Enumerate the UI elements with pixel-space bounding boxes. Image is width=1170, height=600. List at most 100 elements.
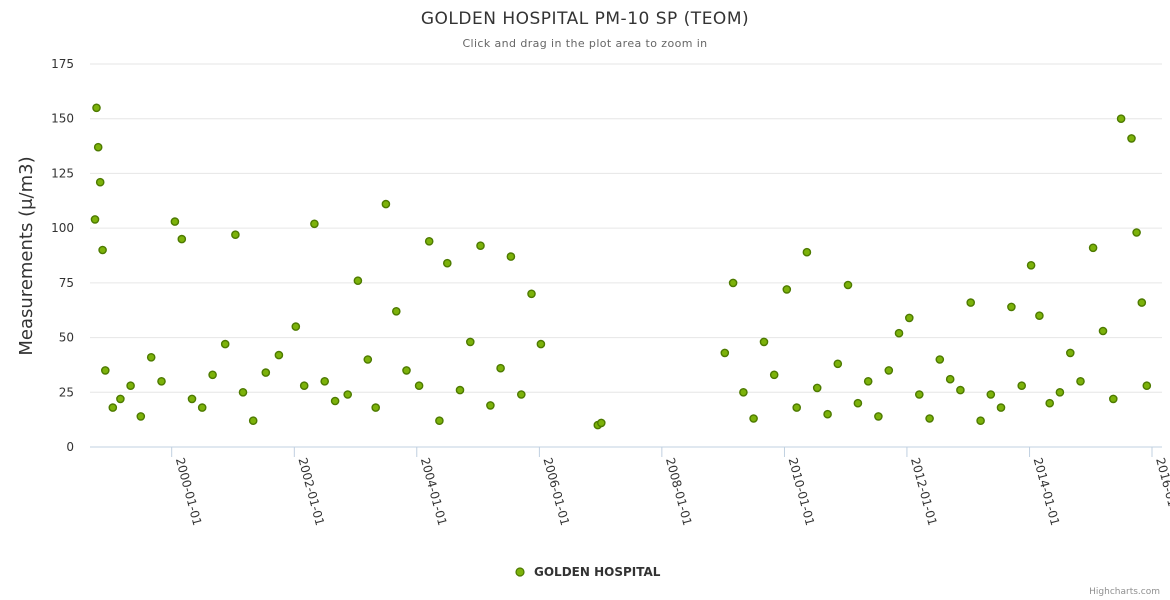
data-point[interactable] [197, 403, 207, 412]
series-points[interactable] [90, 103, 1152, 430]
data-point[interactable] [925, 414, 934, 423]
data-point[interactable] [496, 363, 505, 373]
data-point[interactable] [966, 298, 976, 307]
legend[interactable]: GOLDEN HOSPITAL [515, 565, 661, 579]
data-point[interactable] [353, 276, 363, 286]
data-point[interactable] [956, 385, 965, 395]
data-point[interactable] [95, 177, 105, 187]
data-point[interactable] [759, 337, 769, 347]
data-point[interactable] [116, 394, 125, 404]
legend-item-golden-hospital[interactable]: GOLDEN HOSPITAL [534, 565, 661, 579]
data-point[interactable] [853, 398, 863, 408]
data-point[interactable] [1017, 381, 1027, 391]
data-point[interactable] [1076, 376, 1085, 386]
data-point[interactable] [170, 217, 180, 226]
data-point[interactable] [1109, 394, 1118, 404]
data-point[interactable] [274, 350, 284, 360]
data-point[interactable] [126, 381, 135, 391]
data-point[interactable] [506, 252, 516, 261]
data-point[interactable] [976, 416, 985, 426]
data-point[interactable] [108, 403, 118, 412]
data-point[interactable] [157, 376, 166, 386]
data-point[interactable] [536, 339, 546, 349]
data-point[interactable] [476, 241, 485, 250]
data-point[interactable] [884, 366, 894, 375]
data-point[interactable] [238, 387, 248, 397]
data-point[interactable] [597, 418, 606, 428]
data-point[interactable] [101, 366, 110, 375]
data-point[interactable] [320, 376, 330, 386]
data-point[interactable] [371, 403, 381, 412]
data-point[interactable] [1137, 298, 1147, 307]
data-point[interactable] [874, 412, 883, 421]
data-point[interactable] [1055, 387, 1065, 397]
data-point[interactable] [935, 355, 945, 364]
data-point[interactable] [1098, 326, 1108, 336]
data-point[interactable] [739, 387, 748, 397]
y-tick-label-150: 150 [51, 112, 74, 126]
data-point[interactable] [894, 328, 904, 338]
data-point[interactable] [945, 374, 955, 384]
data-point[interactable] [823, 409, 832, 419]
data-point[interactable] [843, 280, 853, 290]
data-point[interactable] [136, 412, 146, 421]
data-point[interactable] [93, 142, 103, 152]
data-point[interactable] [402, 366, 411, 375]
data-point[interactable] [728, 278, 738, 288]
data-point[interactable] [248, 416, 258, 426]
data-point[interactable] [986, 390, 996, 399]
data-point[interactable] [802, 247, 812, 257]
data-point[interactable] [208, 370, 217, 380]
data-point[interactable] [299, 381, 309, 391]
data-point[interactable] [1088, 243, 1098, 253]
data-point[interactable] [424, 236, 434, 246]
data-point[interactable] [90, 215, 100, 224]
data-point[interactable] [1026, 260, 1036, 270]
data-point[interactable] [1116, 114, 1126, 123]
data-point[interactable] [905, 313, 914, 323]
data-point[interactable] [177, 234, 187, 244]
data-point[interactable] [391, 306, 401, 316]
data-point[interactable] [812, 383, 822, 393]
data-point[interactable] [435, 416, 444, 426]
data-point[interactable] [220, 339, 230, 349]
data-point[interactable] [915, 390, 924, 399]
data-point[interactable] [146, 352, 156, 362]
data-point[interactable] [261, 368, 271, 377]
data-point[interactable] [455, 385, 465, 395]
data-point[interactable] [187, 394, 197, 404]
data-point[interactable] [414, 381, 424, 391]
data-point[interactable] [442, 258, 452, 268]
data-point[interactable] [527, 289, 536, 299]
data-point[interactable] [330, 396, 340, 406]
data-point[interactable] [363, 355, 373, 364]
data-point[interactable] [1007, 302, 1016, 312]
data-point[interactable] [1127, 134, 1136, 143]
data-point[interactable] [833, 359, 843, 369]
data-point[interactable] [231, 230, 240, 239]
data-point[interactable] [465, 337, 475, 347]
data-point[interactable] [92, 103, 101, 113]
data-point[interactable] [1035, 311, 1044, 321]
legend-marker-icon[interactable] [515, 567, 525, 577]
data-point[interactable] [1045, 398, 1054, 408]
data-point[interactable] [517, 390, 526, 399]
data-point[interactable] [486, 401, 495, 410]
data-point[interactable] [1066, 348, 1075, 358]
data-point[interactable] [381, 199, 391, 209]
data-point[interactable] [291, 322, 301, 331]
data-point[interactable] [343, 390, 353, 399]
credits-link[interactable]: Highcharts.com [1089, 587, 1160, 597]
data-point[interactable] [996, 403, 1006, 412]
data-point[interactable] [1142, 381, 1152, 391]
data-point[interactable] [863, 376, 873, 386]
data-point[interactable] [782, 285, 792, 294]
data-point[interactable] [720, 348, 730, 358]
data-point[interactable] [98, 245, 107, 255]
data-point[interactable] [1132, 228, 1141, 237]
data-point[interactable] [749, 414, 758, 423]
data-point[interactable] [310, 219, 319, 229]
data-point[interactable] [792, 403, 802, 412]
data-point[interactable] [769, 370, 779, 380]
